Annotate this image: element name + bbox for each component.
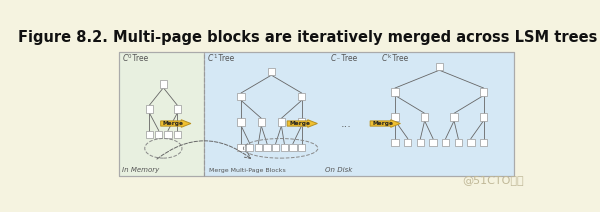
FancyBboxPatch shape <box>263 144 271 151</box>
FancyBboxPatch shape <box>298 118 305 126</box>
FancyBboxPatch shape <box>416 139 424 146</box>
FancyBboxPatch shape <box>391 113 399 121</box>
Text: Tree: Tree <box>338 54 357 63</box>
Text: k: k <box>387 54 391 59</box>
FancyBboxPatch shape <box>391 88 399 95</box>
FancyBboxPatch shape <box>480 113 487 121</box>
FancyBboxPatch shape <box>278 118 285 126</box>
FancyBboxPatch shape <box>429 139 437 146</box>
Text: Tree: Tree <box>130 54 149 63</box>
FancyBboxPatch shape <box>480 88 487 95</box>
FancyBboxPatch shape <box>298 93 305 100</box>
FancyBboxPatch shape <box>238 118 245 126</box>
FancyBboxPatch shape <box>155 131 163 138</box>
FancyBboxPatch shape <box>173 131 181 138</box>
FancyBboxPatch shape <box>272 144 280 151</box>
Text: Merge: Merge <box>373 121 394 126</box>
Text: Tree: Tree <box>390 54 408 63</box>
FancyBboxPatch shape <box>391 139 399 146</box>
Text: Merge: Merge <box>289 121 310 126</box>
FancyBboxPatch shape <box>436 63 443 70</box>
FancyBboxPatch shape <box>204 52 514 176</box>
FancyBboxPatch shape <box>119 52 204 176</box>
FancyBboxPatch shape <box>421 113 428 121</box>
FancyArrow shape <box>287 120 317 127</box>
FancyBboxPatch shape <box>238 144 245 151</box>
FancyBboxPatch shape <box>451 113 458 121</box>
Text: 1: 1 <box>213 54 217 59</box>
FancyBboxPatch shape <box>254 144 262 151</box>
Text: Figure 8.2. Multi-page blocks are iteratively merged across LSM trees: Figure 8.2. Multi-page blocks are iterat… <box>18 29 597 45</box>
FancyArrow shape <box>161 120 191 127</box>
FancyBboxPatch shape <box>146 131 153 138</box>
FancyBboxPatch shape <box>160 80 167 88</box>
FancyBboxPatch shape <box>467 139 475 146</box>
FancyBboxPatch shape <box>480 139 487 146</box>
Text: C: C <box>122 54 128 63</box>
Text: @51CTO博客: @51CTO博客 <box>462 175 524 185</box>
FancyBboxPatch shape <box>257 118 265 126</box>
Text: C: C <box>382 54 388 63</box>
Text: ...: ... <box>341 119 352 128</box>
FancyBboxPatch shape <box>246 144 253 151</box>
Text: In Memory: In Memory <box>121 167 159 173</box>
Text: C: C <box>208 54 213 63</box>
Text: Merge Multi-Page Blocks: Merge Multi-Page Blocks <box>209 168 286 173</box>
FancyBboxPatch shape <box>404 139 412 146</box>
FancyBboxPatch shape <box>268 68 275 75</box>
Text: C: C <box>331 54 336 63</box>
FancyArrow shape <box>370 120 400 127</box>
FancyBboxPatch shape <box>289 144 296 151</box>
Text: On Disk: On Disk <box>325 167 352 173</box>
FancyBboxPatch shape <box>238 93 245 100</box>
Text: 0: 0 <box>128 54 131 59</box>
FancyBboxPatch shape <box>146 105 153 113</box>
Text: Merge: Merge <box>163 121 184 126</box>
Text: Tree: Tree <box>216 54 234 63</box>
FancyBboxPatch shape <box>173 105 181 113</box>
FancyBboxPatch shape <box>442 139 449 146</box>
FancyBboxPatch shape <box>164 131 172 138</box>
FancyBboxPatch shape <box>281 144 288 151</box>
Text: _: _ <box>336 54 338 59</box>
FancyBboxPatch shape <box>298 144 305 151</box>
FancyBboxPatch shape <box>455 139 462 146</box>
